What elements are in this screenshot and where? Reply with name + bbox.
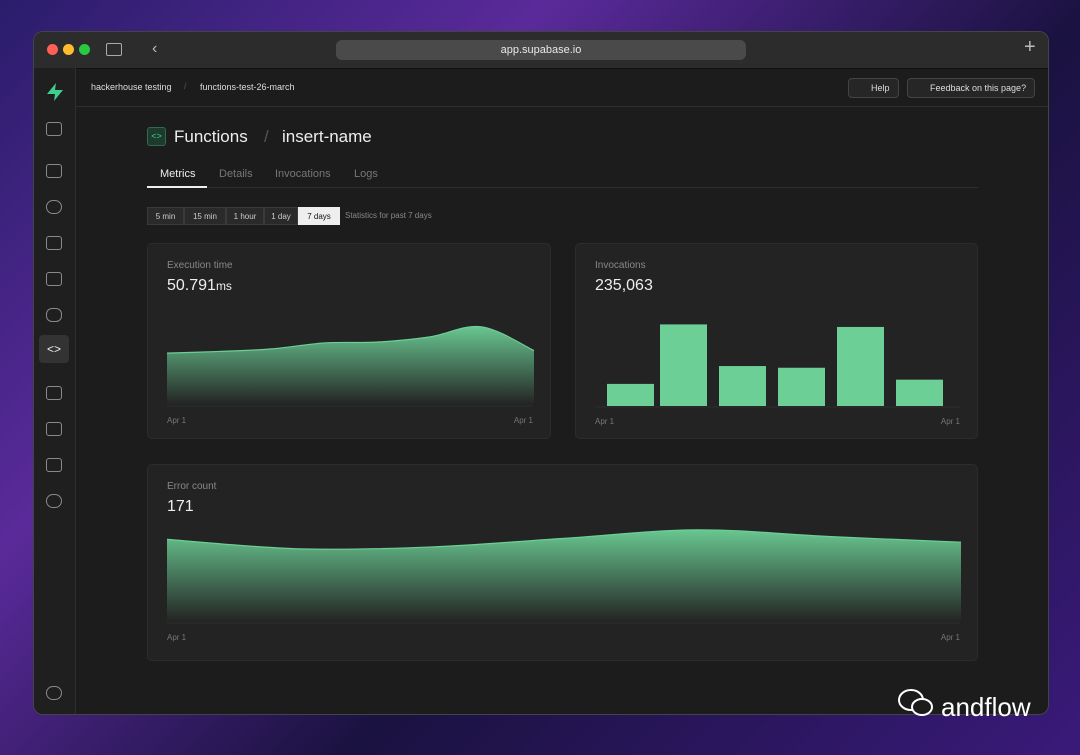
range-button[interactable]: 1 day: [264, 207, 298, 225]
metric-card: Execution time 50.791ms Apr 1 Apr 1: [147, 243, 551, 439]
help-button[interactable]: Help: [848, 78, 899, 98]
tab[interactable]: Logs: [354, 168, 378, 180]
logs-icon[interactable]: [46, 386, 62, 400]
x-tick-label: Apr 1: [167, 633, 187, 642]
x-tick-label: Apr 1: [941, 633, 961, 642]
new-tab[interactable]: +: [1024, 36, 1036, 58]
area: [167, 529, 961, 622]
functions-icon[interactable]: <>: [39, 335, 69, 363]
browser-window: ‹ app.supabase.io + <> hackerhouse testi…: [33, 31, 1049, 715]
minimize[interactable]: [63, 44, 74, 55]
metric-card: Invocations 235,063 Apr 1 Apr 1: [575, 243, 978, 439]
feedback-button[interactable]: Feedback on this page?: [907, 78, 1036, 98]
storage-icon[interactable]: [46, 236, 62, 250]
metric-card: Error count 171 Apr 1 Apr 1: [147, 464, 978, 661]
range-note: Statistics for past 7 days: [345, 211, 432, 220]
bar: [778, 367, 825, 406]
users-icon[interactable]: [46, 200, 62, 214]
line: [166, 529, 962, 550]
tab-underline: [147, 186, 207, 188]
headline-value: 50.791: [167, 277, 216, 294]
headline: 50.791ms: [167, 277, 232, 294]
range-button[interactable]: 15 min: [184, 207, 226, 225]
tab[interactable]: Invocations: [275, 168, 331, 180]
docs-icon[interactable]: [46, 458, 62, 472]
bar: [719, 366, 766, 406]
sidebar: <>: [34, 68, 76, 714]
top-bar: hackerhouse testing / functions-test-26-…: [75, 68, 1048, 107]
chart-title: Execution time: [167, 260, 233, 271]
bar: [607, 383, 654, 406]
function-name: insert-name: [282, 127, 372, 146]
section-title: Functions: [174, 127, 248, 146]
line: [166, 325, 535, 354]
zoom[interactable]: [79, 44, 90, 55]
sidebar-toggle[interactable]: [106, 43, 122, 56]
reports-icon[interactable]: [46, 422, 62, 436]
url: app.supabase.io: [500, 44, 582, 56]
range-button[interactable]: 1 hour: [226, 207, 264, 225]
button-label: Help: [871, 83, 890, 93]
functions-badge: <>: [147, 127, 166, 146]
x-tick-label: Apr 1: [941, 417, 961, 426]
headline: 171: [167, 498, 194, 515]
range-button[interactable]: 7 days: [298, 207, 340, 225]
settings-icon[interactable]: [46, 494, 62, 508]
breadcrumb[interactable]: functions-test-26-march: [200, 82, 295, 92]
chart-title: Error count: [167, 481, 217, 492]
logo[interactable]: [45, 82, 65, 102]
tab-divider: [147, 187, 978, 188]
headline-value: 171: [167, 498, 194, 515]
title-bar: ‹ app.supabase.io +: [34, 32, 1048, 69]
chart: Invocations 235,063 Apr 1 Apr 1: [595, 260, 961, 426]
home-icon[interactable]: [46, 122, 62, 136]
tab[interactable]: Metrics: [160, 168, 196, 180]
account-icon[interactable]: [46, 686, 62, 700]
watermark: andflow: [941, 692, 1031, 722]
chart: Execution time 50.791ms Apr 1 Apr 1: [166, 260, 535, 425]
headline: 235,063: [595, 277, 653, 294]
close[interactable]: [47, 44, 58, 55]
area: [167, 326, 534, 405]
range-button[interactable]: 5 min: [147, 207, 184, 225]
x-tick-label: Apr 1: [167, 416, 187, 425]
bar: [660, 324, 707, 406]
bar: [837, 326, 884, 406]
sql-icon[interactable]: [46, 272, 62, 286]
separator: /: [184, 81, 187, 91]
tab[interactable]: Details: [219, 168, 253, 180]
wechat-icon: [898, 688, 934, 718]
url-bar[interactable]: app.supabase.io: [336, 40, 746, 60]
breadcrumb[interactable]: hackerhouse testing: [91, 82, 172, 92]
bar: [896, 379, 943, 406]
x-tick-label: Apr 1: [595, 417, 615, 426]
back[interactable]: ‹: [152, 40, 158, 57]
database-icon[interactable]: [46, 308, 62, 322]
headline-unit: ms: [216, 279, 232, 293]
headline-value: 235,063: [595, 277, 653, 294]
separator: /: [264, 127, 269, 146]
table-icon[interactable]: [46, 164, 62, 178]
chart-title: Invocations: [595, 260, 646, 271]
x-tick-label: Apr 1: [514, 416, 534, 425]
chart: Error count 171 Apr 1 Apr 1: [166, 481, 962, 642]
button-label: Feedback on this page?: [930, 83, 1027, 93]
